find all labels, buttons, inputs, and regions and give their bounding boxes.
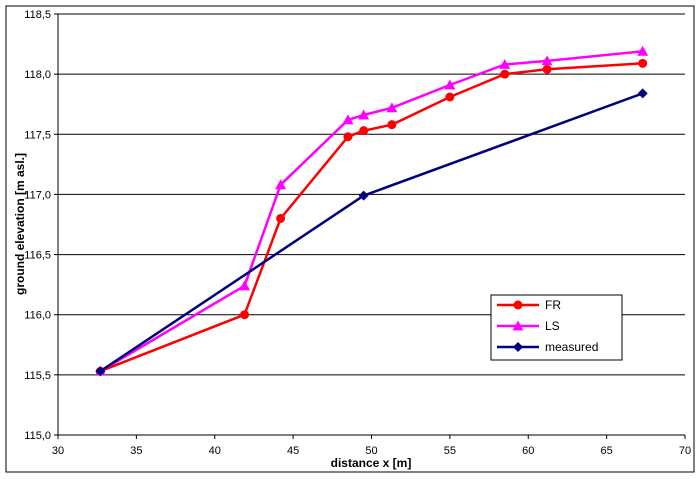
x-tick-label: 45 [287, 445, 299, 457]
plot-area [58, 14, 685, 435]
y-tick-label: 117,0 [24, 189, 51, 201]
legend-marker [512, 320, 524, 331]
y-tick-label: 117,5 [24, 129, 51, 141]
data-point-fr [240, 310, 250, 320]
data-point-ls [386, 102, 398, 113]
legend-label: FR [545, 298, 561, 312]
data-point-ls [499, 59, 511, 69]
y-tick-label: 118,0 [24, 69, 51, 81]
data-point-ls [239, 280, 251, 291]
legend-label: measured [545, 340, 598, 354]
x-axis-label: distance x [m] [331, 456, 412, 470]
data-point-ls [637, 45, 649, 56]
series-measured [95, 88, 648, 377]
data-point-measured [637, 88, 648, 99]
data-point-fr [500, 69, 510, 79]
data-point-ls [541, 55, 553, 66]
legend-label: LS [545, 319, 560, 333]
y-tick-label: 116,0 [24, 310, 51, 322]
y-tick-label: 115,5 [24, 370, 51, 382]
data-point-ls [342, 114, 354, 125]
legend-item-fr: FR [497, 298, 561, 312]
x-tick-label: 50 [365, 445, 377, 457]
series-layer [94, 45, 649, 377]
x-tick-label: 35 [130, 445, 142, 457]
series-line-ls [99, 50, 643, 373]
data-point-fr [359, 126, 369, 136]
x-tick-label: 60 [522, 445, 534, 457]
data-point-fr [343, 132, 353, 142]
data-point-ls [275, 179, 287, 190]
data-point-ls [444, 79, 456, 90]
y-tick-label: 118,5 [24, 9, 51, 21]
y-axis-label: ground elevation [m asl.] [13, 153, 27, 295]
legend-items: FR LS measured [497, 298, 598, 354]
data-point-measured [95, 366, 106, 377]
legend-item-ls: LS [497, 319, 560, 333]
series-ls [94, 45, 649, 376]
data-point-measured [358, 190, 369, 201]
legend-item-measured: measured [497, 340, 598, 354]
data-point-fr [542, 64, 552, 74]
legend: FR LS measured [490, 294, 623, 361]
data-point-ls [358, 109, 370, 120]
legend-marker [513, 300, 523, 310]
data-point-fr [276, 213, 286, 223]
x-tick-label: 70 [679, 445, 691, 457]
y-tick-label: 115,0 [24, 430, 51, 442]
y-tick-label: 116,5 [24, 250, 51, 262]
data-point-fr [387, 120, 397, 130]
data-point-fr [445, 92, 455, 102]
data-point-fr [638, 58, 648, 68]
x-tick-label: 30 [52, 445, 64, 457]
x-tick-label: 65 [601, 445, 613, 457]
legend-marker [513, 342, 523, 352]
x-axis-ticks: 30 35 40 45 50 55 60 65 70 [52, 435, 691, 457]
x-tick-label: 40 [209, 445, 221, 457]
x-tick-label: 55 [444, 445, 456, 457]
series-line-fr [99, 62, 643, 373]
y-axis-ticks: 115,0 115,5 116,0 116,5 117,0 117,5 118,0 118,5 [24, 9, 58, 442]
